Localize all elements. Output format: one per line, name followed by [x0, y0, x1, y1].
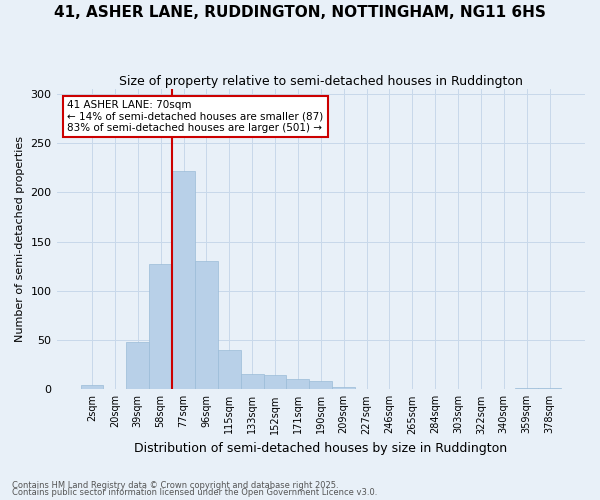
Text: 41, ASHER LANE, RUDDINGTON, NOTTINGHAM, NG11 6HS: 41, ASHER LANE, RUDDINGTON, NOTTINGHAM, …	[54, 5, 546, 20]
Bar	[241, 374, 263, 390]
Title: Size of property relative to semi-detached houses in Ruddington: Size of property relative to semi-detach…	[119, 75, 523, 88]
Text: Contains public sector information licensed under the Open Government Licence v3: Contains public sector information licen…	[12, 488, 377, 497]
Bar	[127, 342, 149, 390]
Text: Contains HM Land Registry data © Crown copyright and database right 2025.: Contains HM Land Registry data © Crown c…	[12, 480, 338, 490]
Bar	[80, 386, 103, 390]
Bar	[172, 171, 195, 390]
Y-axis label: Number of semi-detached properties: Number of semi-detached properties	[15, 136, 25, 342]
Bar	[310, 382, 332, 390]
X-axis label: Distribution of semi-detached houses by size in Ruddington: Distribution of semi-detached houses by …	[134, 442, 508, 455]
Bar	[286, 380, 310, 390]
Bar	[538, 388, 561, 390]
Bar	[263, 374, 286, 390]
Bar	[515, 388, 538, 390]
Bar	[149, 264, 172, 390]
Bar	[195, 262, 218, 390]
Text: 41 ASHER LANE: 70sqm
← 14% of semi-detached houses are smaller (87)
83% of semi-: 41 ASHER LANE: 70sqm ← 14% of semi-detac…	[67, 100, 323, 133]
Bar	[332, 388, 355, 390]
Bar	[218, 350, 241, 390]
